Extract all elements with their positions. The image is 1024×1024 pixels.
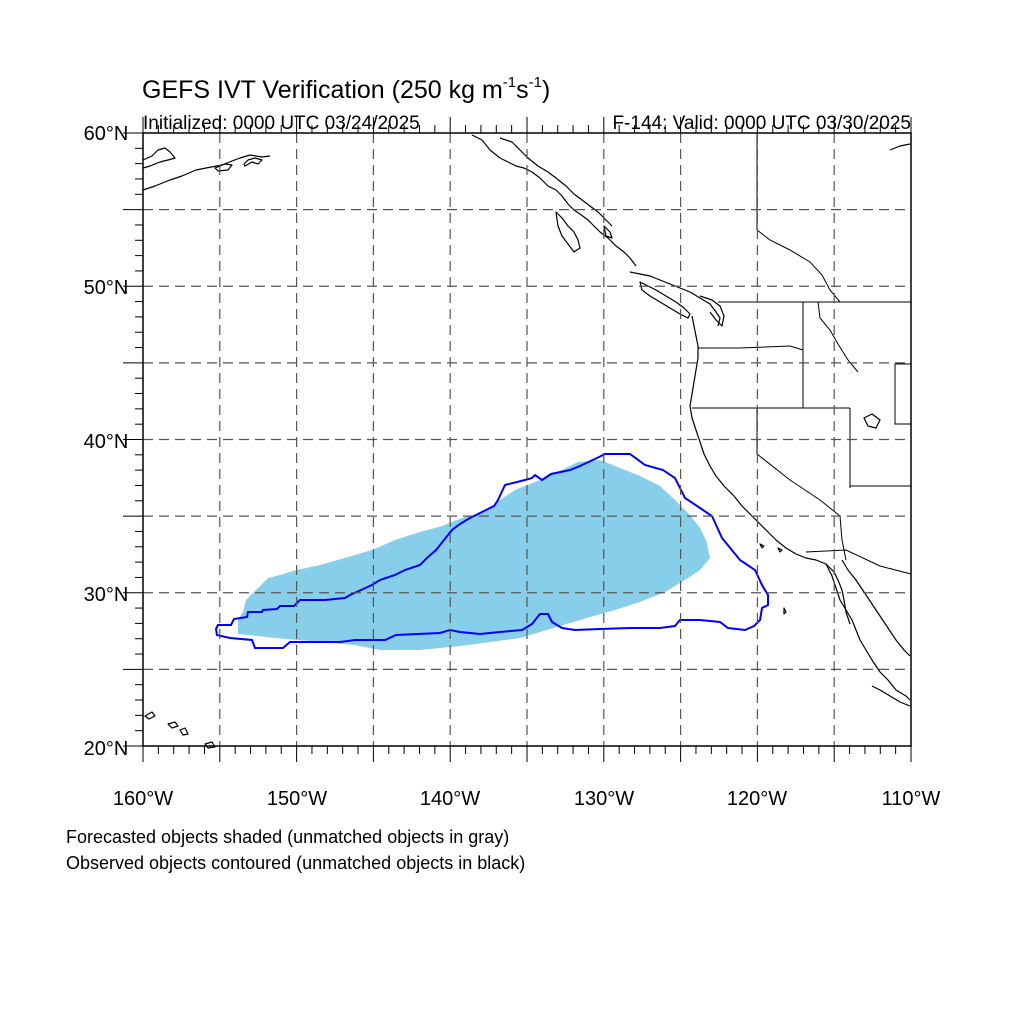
gridlines [143,133,911,746]
lat-label-50: 50°N [84,277,129,299]
lat-label-60: 60°N [84,123,129,145]
political-boundaries [692,133,912,575]
lon-label-110w: 110°W [882,788,941,810]
forecast-object [238,460,710,650]
lat-label-40: 40°N [84,431,129,453]
lat-labels: 60°N 50°N 40°N 30°N 20°N [84,123,129,760]
lon-label-120w: 120°W [727,788,787,810]
caption-forecast: Forecasted objects shaded (unmatched obj… [66,827,510,847]
lon-label-160w: 160°W [113,788,173,810]
lat-label-20: 20°N [84,738,129,760]
lon-labels: 160°W 150°W 140°W 130°W 120°W 110°W [113,788,941,810]
lon-label-150w: 150°W [267,788,327,810]
map-title: GEFS IVT Verification (250 kg m-1s-1) [142,74,550,104]
init-time-label: Initialized: 0000 UTC 03/24/2025 [143,113,420,134]
valid-time-label: F-144: Valid: 0000 UTC 03/30/2025 [612,113,911,134]
coastlines [142,134,911,749]
observed-object-contour [214,453,769,649]
lon-label-130w: 130°W [574,788,634,810]
lon-label-140w: 140°W [420,788,480,810]
caption-observed: Observed objects contoured (unmatched ob… [66,853,526,873]
lat-label-30: 30°N [84,584,129,606]
tick-marks [123,117,912,762]
